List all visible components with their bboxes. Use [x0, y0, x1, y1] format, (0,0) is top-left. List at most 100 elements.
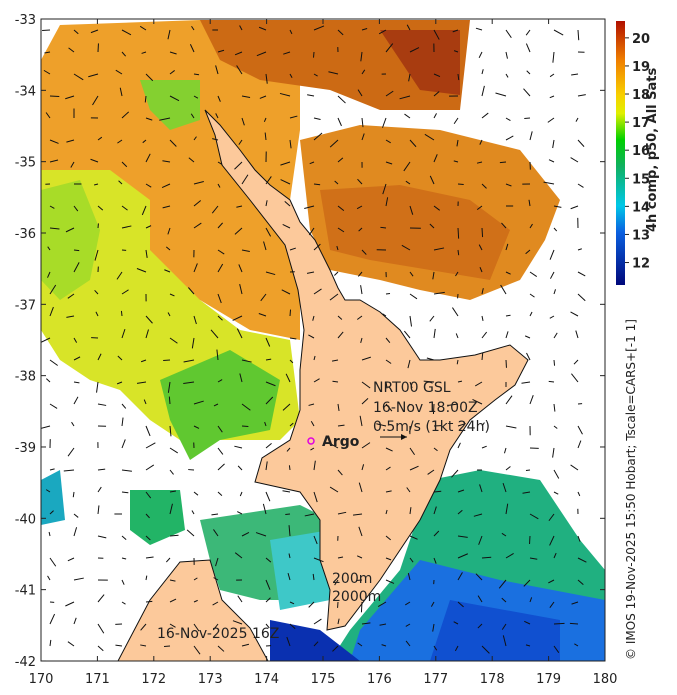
current-arrow: [409, 139, 417, 148]
current-arrow: [361, 133, 365, 141]
current-arrow: [433, 91, 440, 97]
current-arrow: [553, 645, 560, 653]
current-arrow: [145, 225, 152, 229]
current-arrow: [121, 557, 127, 560]
current-arrow: [121, 289, 129, 295]
current-arrow: [501, 597, 507, 603]
current-arrow: [481, 85, 485, 97]
current-arrow: [361, 117, 364, 128]
product-time: 16-Nov 18:00Z: [373, 400, 478, 416]
current-arrow: [68, 47, 75, 53]
current-arrow: [265, 271, 276, 276]
current-arrow: [337, 424, 345, 427]
current-arrow: [526, 70, 531, 75]
current-arrow: [360, 51, 363, 62]
current-arrow: [239, 284, 243, 295]
current-arrow: [47, 575, 51, 581]
colorbar-tick-label: 13: [632, 228, 650, 243]
current-arrow: [329, 486, 339, 493]
current-arrow: [121, 469, 132, 472]
current-arrow: [97, 645, 104, 652]
current-arrow: [121, 111, 130, 119]
current-arrow: [433, 557, 437, 564]
current-arrow: [385, 90, 394, 97]
current-arrow: [97, 403, 107, 406]
current-arrow: [481, 69, 484, 75]
current-arrow: [72, 491, 75, 498]
current-arrow: [162, 205, 171, 209]
current-arrow: [282, 490, 291, 493]
current-arrow: [97, 505, 100, 515]
current-arrow: [543, 181, 555, 185]
current-arrow: [360, 337, 363, 344]
current-arrow: [217, 49, 225, 53]
current-arrow: [183, 359, 195, 363]
current-arrow: [237, 511, 243, 515]
current-arrow: [358, 227, 363, 232]
current-arrow: [433, 29, 440, 40]
current-arrow: [169, 447, 179, 454]
current-arrow: [457, 249, 460, 256]
current-arrow: [529, 395, 534, 405]
current-arrow: [577, 248, 582, 251]
current-arrow: [118, 180, 123, 185]
current-arrow: [329, 293, 339, 301]
current-arrow: [308, 334, 315, 339]
current-arrow: [190, 113, 195, 119]
current-arrow: [169, 51, 177, 55]
current-arrow: [265, 358, 272, 361]
current-arrow: [529, 293, 535, 298]
current-arrow: [279, 92, 291, 97]
current-arrow: [280, 161, 291, 166]
current-arrow: [500, 284, 507, 295]
current-arrow: [332, 380, 339, 383]
current-arrow: [45, 378, 51, 383]
current-arrow: [429, 315, 435, 322]
north-island: [204, 109, 529, 631]
current-arrow: [143, 399, 147, 405]
current-arrow: [574, 643, 579, 647]
current-arrow: [49, 403, 58, 409]
current-arrow: [188, 157, 195, 163]
current-arrow: [236, 328, 243, 339]
current-arrow: [356, 555, 363, 559]
current-arrow: [453, 621, 459, 625]
current-arrow: [385, 490, 392, 493]
current-arrow: [457, 489, 465, 493]
current-arrow: [237, 595, 243, 603]
current-arrow: [145, 329, 149, 339]
current-arrow: [97, 468, 106, 471]
current-arrow: [162, 160, 171, 163]
current-arrow: [553, 29, 564, 36]
current-arrow: [289, 139, 292, 149]
current-arrow: [238, 264, 243, 273]
current-arrow: [169, 490, 176, 493]
current-arrow: [409, 535, 418, 540]
current-arrow: [97, 623, 105, 634]
current-arrow: [403, 161, 411, 172]
current-arrow: [65, 227, 75, 233]
colorbar-tick-label: 17: [632, 116, 650, 131]
current-arrow: [169, 534, 179, 537]
current-arrow: [405, 623, 411, 627]
current-arrow: [70, 161, 75, 168]
current-arrow: [457, 509, 463, 515]
current-arrow: [406, 24, 411, 31]
current-arrow: [121, 417, 124, 427]
current-arrow: [433, 506, 437, 515]
current-arrow: [379, 623, 387, 626]
current-arrow: [169, 139, 177, 147]
current-arrow: [191, 510, 195, 515]
current-arrow: [92, 95, 99, 106]
current-arrow: [409, 47, 420, 53]
current-arrow: [140, 359, 147, 363]
current-arrow: [570, 157, 579, 163]
current-arrow: [385, 139, 391, 144]
current-arrow: [120, 310, 123, 317]
current-arrow: [241, 359, 252, 363]
current-arrow: [553, 552, 557, 559]
current-arrow: [505, 331, 509, 339]
current-arrow: [433, 490, 442, 493]
current-arrow: [457, 535, 468, 538]
depth-label-200: 200m: [332, 571, 372, 587]
